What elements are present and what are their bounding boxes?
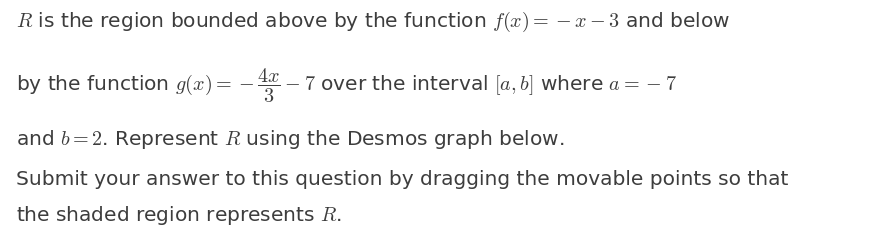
- Text: by the function $g(x) = -\dfrac{4x}{3} - 7$ over the interval $[a, b]$ where $a : by the function $g(x) = -\dfrac{4x}{3} -…: [16, 66, 677, 104]
- Text: $\mathit{R}$ is the region bounded above by the function $f(x) = -x - 3$ and bel: $\mathit{R}$ is the region bounded above…: [16, 10, 730, 34]
- Text: Submit your answer to this question by dragging the movable points so that: Submit your answer to this question by d…: [16, 170, 789, 189]
- Text: the shaded region represents $\mathit{R}$.: the shaded region represents $\mathit{R}…: [16, 204, 342, 225]
- Text: and $b = 2$. Represent $\mathit{R}$ using the Desmos graph below.: and $b = 2$. Represent $\mathit{R}$ usin…: [16, 127, 565, 150]
